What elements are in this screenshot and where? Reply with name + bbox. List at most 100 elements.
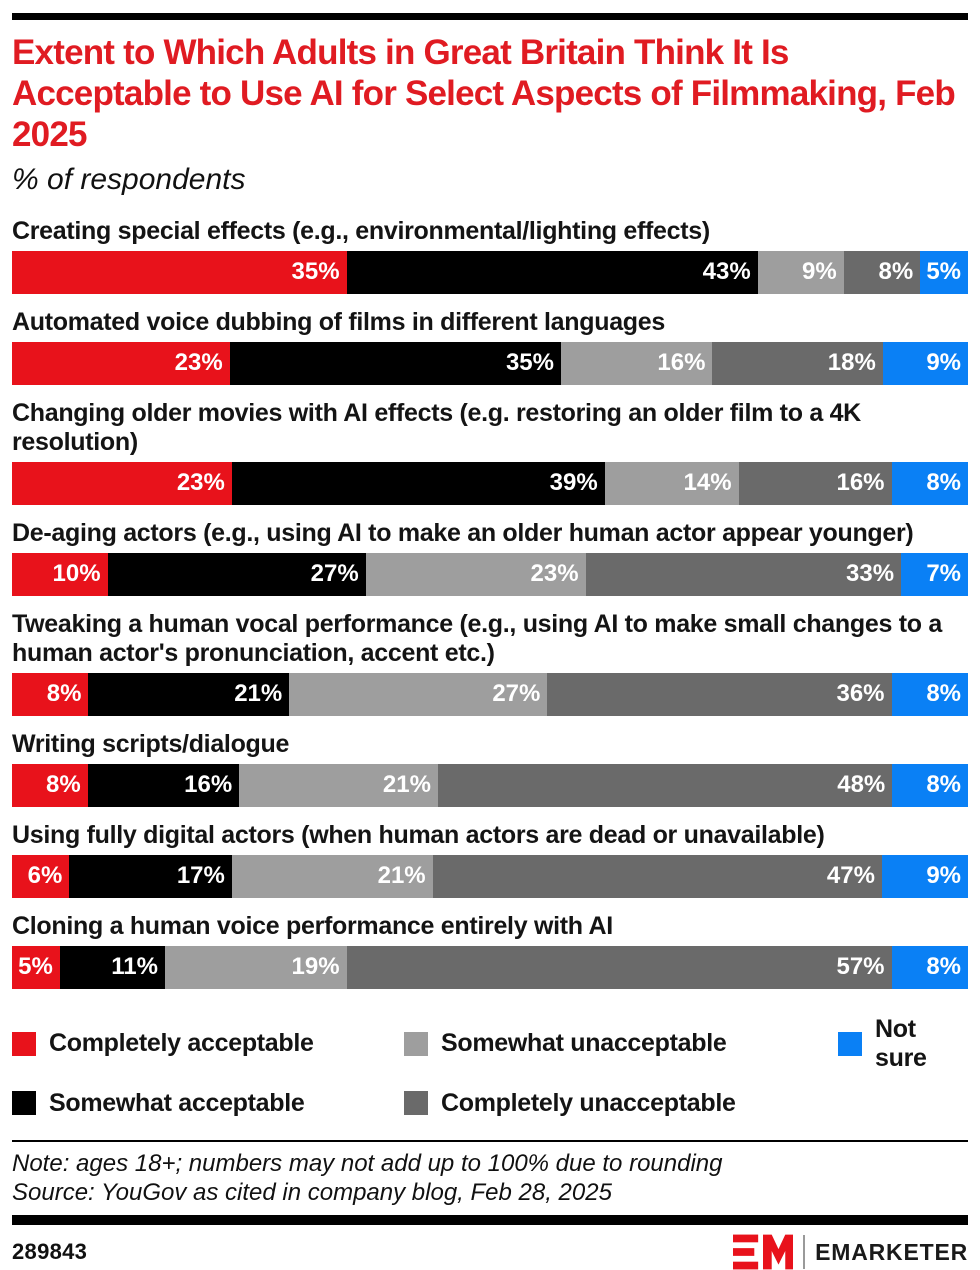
chart-row: Changing older movies with AI effects (e… bbox=[12, 399, 968, 505]
legend-label: Not sure bbox=[875, 1014, 927, 1072]
segment-value: 8% bbox=[878, 258, 914, 286]
category-label: Tweaking a human vocal performance (e.g.… bbox=[12, 609, 942, 667]
bar-segment-completely-unacceptable: 33% bbox=[585, 552, 902, 596]
bar-segment-somewhat-acceptable: 21% bbox=[88, 672, 290, 716]
segment-value: 8% bbox=[926, 469, 961, 497]
bar-segment-somewhat-acceptable: 11% bbox=[59, 945, 165, 989]
logo-divider bbox=[803, 1235, 806, 1270]
chart-source: Source: YouGov as cited in company blog,… bbox=[12, 1179, 612, 1207]
segment-value: 16% bbox=[836, 469, 885, 497]
bar-segment-somewhat-unacceptable: 14% bbox=[604, 461, 739, 505]
segment-value: 17% bbox=[176, 862, 225, 890]
chart-row: Cloning a human voice performance entire… bbox=[12, 912, 968, 989]
chart-note: Note: ages 18+; numbers may not add up t… bbox=[12, 1149, 723, 1177]
bar-segment-completely-acceptable: 5% bbox=[12, 945, 60, 989]
stacked-bar: 8% 21% 27% 36% 8% bbox=[12, 672, 969, 716]
segment-value: 47% bbox=[826, 862, 875, 890]
bar-segment-completely-unacceptable: 48% bbox=[437, 763, 893, 807]
chart-subtitle: % of respondents bbox=[12, 162, 246, 196]
segment-value: 27% bbox=[492, 680, 541, 708]
emarketer-logo: EMARKETER bbox=[733, 1234, 968, 1270]
segment-value: 8% bbox=[926, 953, 961, 981]
segment-value: 23% bbox=[176, 469, 225, 497]
category-label: Writing scripts/dialogue bbox=[12, 729, 290, 758]
segment-value: 21% bbox=[377, 862, 426, 890]
bar-segment-completely-unacceptable: 47% bbox=[432, 854, 882, 898]
legend-label: Somewhat acceptable bbox=[49, 1088, 305, 1117]
segment-value: 21% bbox=[234, 680, 283, 708]
bar-segment-not-sure: 9% bbox=[881, 854, 968, 898]
bar-segment-somewhat-unacceptable: 16% bbox=[560, 341, 713, 385]
legend-label: Completely unacceptable bbox=[441, 1088, 736, 1117]
chart-row: De-aging actors (e.g., using AI to make … bbox=[12, 519, 968, 596]
bottom-rule bbox=[12, 1215, 968, 1226]
legend-swatch-not-sure bbox=[838, 1031, 862, 1056]
bar-segment-completely-acceptable: 23% bbox=[12, 461, 232, 505]
segment-value: 8% bbox=[46, 771, 81, 799]
bar-segment-somewhat-unacceptable: 19% bbox=[164, 945, 347, 989]
legend-item-completely-unacceptable: Completely unacceptable bbox=[404, 1089, 838, 1118]
segment-value: 16% bbox=[657, 349, 706, 377]
legend-swatch-completely-acceptable bbox=[12, 1031, 36, 1056]
bar-segment-completely-unacceptable: 8% bbox=[843, 250, 921, 294]
bar-segment-somewhat-acceptable: 16% bbox=[87, 763, 240, 807]
bar-segment-not-sure: 8% bbox=[891, 945, 968, 989]
segment-value: 9% bbox=[926, 862, 961, 890]
bar-segment-not-sure: 5% bbox=[920, 250, 968, 294]
legend-swatch-completely-unacceptable bbox=[404, 1091, 428, 1116]
legend-item-somewhat-unacceptable: Somewhat unacceptable bbox=[404, 1015, 838, 1073]
legend: Completely acceptable Somewhat unacceptab… bbox=[12, 1015, 968, 1118]
segment-value: 7% bbox=[926, 560, 961, 588]
legend-swatch-somewhat-acceptable bbox=[12, 1091, 36, 1116]
segment-value: 36% bbox=[836, 680, 885, 708]
bar-segment-somewhat-acceptable: 43% bbox=[346, 250, 758, 294]
stacked-bar: 23% 39% 14% 16% 8% bbox=[12, 461, 968, 505]
chart-row: Using fully digital actors (when human a… bbox=[12, 821, 968, 898]
stacked-bar: 5% 11% 19% 57% 8% bbox=[12, 945, 968, 989]
bar-segment-completely-acceptable: 8% bbox=[12, 763, 88, 807]
segment-value: 11% bbox=[111, 953, 158, 981]
bar-segment-completely-acceptable: 35% bbox=[12, 250, 347, 294]
bar-segment-not-sure: 8% bbox=[892, 763, 968, 807]
bar-segment-somewhat-acceptable: 27% bbox=[107, 552, 366, 596]
bar-segment-somewhat-unacceptable: 21% bbox=[231, 854, 433, 898]
stacked-bar-chart: Creating special effects (e.g., environm… bbox=[12, 217, 969, 989]
segment-value: 9% bbox=[802, 258, 837, 286]
segment-value: 6% bbox=[27, 862, 63, 890]
bar-segment-somewhat-unacceptable: 9% bbox=[757, 250, 844, 294]
bar-segment-somewhat-acceptable: 39% bbox=[231, 461, 605, 505]
chart-row: Tweaking a human vocal performance (e.g.… bbox=[12, 609, 969, 716]
category-label: Cloning a human voice performance entire… bbox=[12, 911, 613, 940]
segment-value: 48% bbox=[837, 771, 886, 799]
legend-label: Somewhat unacceptable bbox=[441, 1029, 727, 1058]
segment-value: 8% bbox=[46, 680, 82, 708]
bar-segment-not-sure: 8% bbox=[891, 672, 969, 716]
bar-segment-completely-unacceptable: 18% bbox=[712, 341, 883, 385]
segment-value: 8% bbox=[926, 771, 961, 799]
segment-value: 5% bbox=[926, 258, 961, 286]
bar-segment-completely-acceptable: 8% bbox=[12, 672, 89, 716]
footer: 289843 EMARKETER bbox=[12, 1234, 968, 1270]
category-label: De-aging actors (e.g., using AI to make … bbox=[12, 518, 914, 547]
segment-value: 39% bbox=[549, 469, 598, 497]
segment-value: 19% bbox=[291, 953, 340, 981]
segment-value: 23% bbox=[174, 349, 223, 377]
chart-row: Automated voice dubbing of films in diff… bbox=[12, 308, 968, 385]
legend-item-not-sure: Not sure bbox=[838, 1015, 968, 1073]
segment-value: 16% bbox=[184, 771, 233, 799]
legend-item-somewhat-acceptable: Somewhat acceptable bbox=[12, 1089, 404, 1118]
stacked-bar: 10% 27% 23% 33% 7% bbox=[12, 552, 968, 596]
top-rule bbox=[12, 13, 968, 20]
category-label: Changing older movies with AI effects (e… bbox=[12, 398, 861, 456]
note-divider bbox=[12, 1139, 968, 1142]
em-monogram-icon bbox=[733, 1234, 794, 1270]
segment-value: 35% bbox=[291, 258, 340, 286]
chart-row: Creating special effects (e.g., environm… bbox=[12, 217, 968, 294]
stacked-bar: 23% 35% 16% 18% 9% bbox=[12, 341, 968, 385]
bar-segment-somewhat-unacceptable: 23% bbox=[365, 552, 586, 596]
bar-segment-not-sure: 7% bbox=[901, 552, 968, 596]
bar-segment-completely-acceptable: 6% bbox=[12, 854, 70, 898]
segment-value: 57% bbox=[836, 953, 885, 981]
legend-swatch-somewhat-unacceptable bbox=[404, 1031, 428, 1056]
legend-item-completely-acceptable: Completely acceptable bbox=[12, 1015, 404, 1073]
